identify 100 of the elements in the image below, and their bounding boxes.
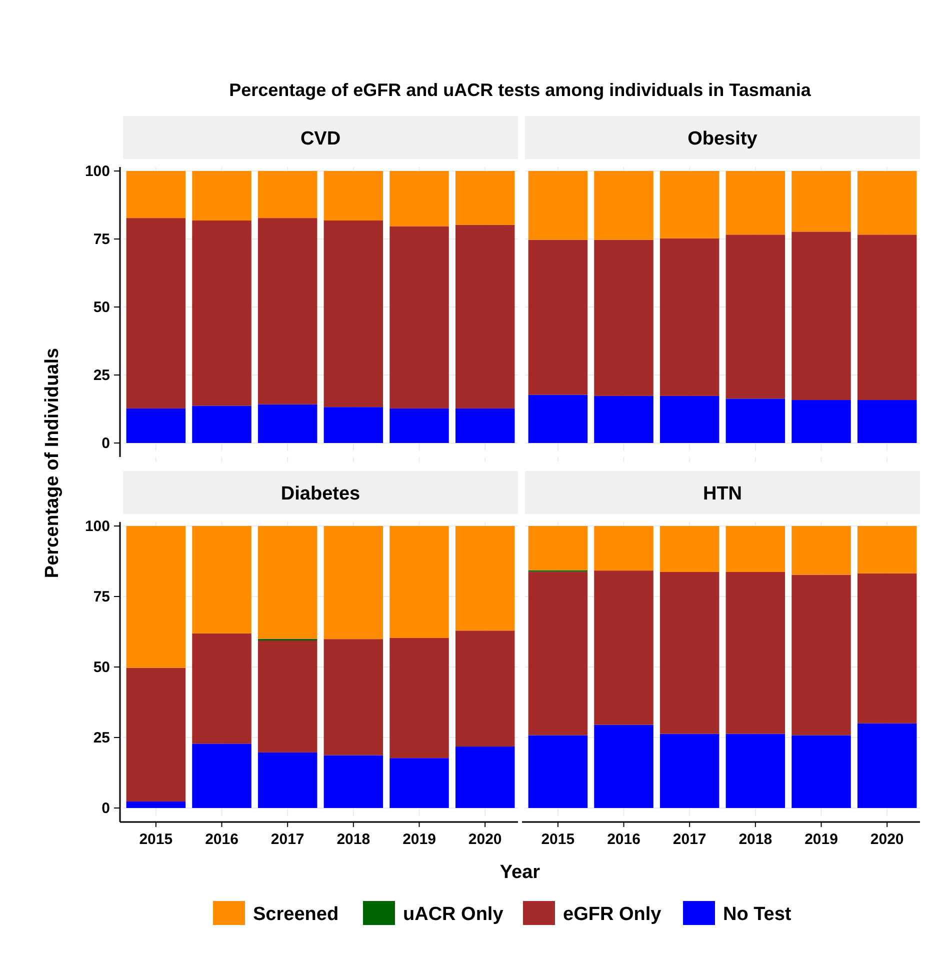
bar	[857, 526, 917, 574]
bar	[726, 398, 786, 443]
bar	[660, 734, 720, 808]
legend-label: eGFR Only	[563, 904, 662, 925]
bar	[390, 526, 449, 638]
bar	[390, 758, 449, 808]
bar	[126, 526, 186, 668]
y-tick-label: 0	[102, 800, 110, 817]
bar	[126, 408, 186, 443]
bar	[594, 171, 654, 240]
x-tick-label: 2020	[870, 831, 904, 848]
bar	[455, 408, 515, 443]
bar	[594, 240, 654, 396]
x-axis-title: Year	[500, 862, 541, 883]
x-tick-label: 2017	[672, 831, 706, 848]
bar	[792, 400, 851, 443]
bar	[455, 526, 515, 631]
bar	[258, 752, 318, 808]
y-tick-label: 100	[84, 163, 110, 180]
legend-label: Screened	[253, 904, 339, 925]
bar	[726, 171, 786, 235]
chart-title: HTN	[702, 484, 742, 504]
bar	[324, 407, 384, 443]
bar	[528, 735, 588, 808]
bar	[857, 171, 917, 235]
bar	[192, 744, 252, 808]
y-tick-label: 50	[93, 659, 110, 676]
bar	[528, 526, 588, 570]
bar	[390, 171, 449, 226]
chart-title: Obesity	[688, 128, 758, 150]
bar	[258, 171, 318, 218]
bar	[324, 755, 384, 808]
y-tick-label: 50	[93, 299, 110, 316]
bar	[792, 232, 851, 400]
bar	[726, 572, 786, 734]
bar	[324, 171, 384, 221]
bar	[528, 572, 588, 736]
bar	[594, 724, 654, 808]
bar	[857, 234, 917, 400]
y-tick-label: 75	[93, 231, 110, 248]
bar	[857, 723, 917, 808]
bar	[324, 639, 384, 756]
y-axis-title: Percentage of Individuals	[42, 348, 63, 578]
y-tick-label: 25	[93, 367, 110, 384]
bar	[455, 171, 515, 225]
bar	[792, 574, 851, 736]
x-tick-label: 2019	[804, 831, 838, 848]
bar	[594, 570, 654, 725]
bar	[258, 640, 318, 752]
bar	[528, 240, 588, 395]
bar	[660, 171, 720, 238]
bar	[192, 406, 252, 443]
bar	[594, 396, 654, 443]
bar	[455, 630, 515, 747]
bar	[192, 171, 252, 221]
chart-title: CVD	[300, 128, 341, 150]
y-tick-label: 100	[84, 518, 110, 535]
bar	[390, 408, 449, 443]
bar	[726, 526, 786, 572]
bar	[857, 573, 917, 724]
bar	[192, 526, 252, 634]
bar	[126, 668, 186, 802]
x-tick-label: 2015	[541, 831, 575, 848]
bar	[660, 396, 720, 443]
x-tick-label: 2020	[468, 831, 502, 848]
bar	[455, 224, 515, 408]
bar	[258, 218, 318, 404]
x-tick-label: 2018	[336, 831, 370, 848]
bar	[455, 746, 515, 808]
x-tick-label: 2017	[270, 831, 304, 848]
x-tick-label: 2018	[738, 831, 772, 848]
bar	[126, 802, 186, 808]
y-tick-label: 75	[93, 588, 110, 606]
y-tick-label: 25	[93, 730, 110, 746]
text: Percentage of eGFR and uACR tests among individuals in Tasmania	[229, 80, 812, 100]
bar	[792, 526, 851, 575]
bar	[792, 735, 851, 808]
bar	[660, 238, 720, 396]
chart-title: Diabetes	[280, 484, 360, 504]
x-tick-label: 2019	[402, 831, 436, 848]
bar	[390, 226, 449, 408]
x-tick-label: 2016	[205, 831, 238, 848]
bar	[857, 400, 917, 443]
bar	[126, 171, 186, 218]
bar	[324, 526, 384, 640]
bar	[390, 638, 449, 758]
legend-label: uACR Only	[403, 904, 504, 925]
bar	[258, 526, 318, 639]
bar	[726, 734, 786, 808]
bar	[126, 218, 186, 408]
bar	[660, 572, 720, 734]
y-tick-label: 0	[102, 435, 110, 452]
bar	[528, 394, 588, 443]
bar	[192, 633, 252, 744]
bar	[324, 220, 384, 408]
bar	[594, 526, 654, 571]
bar	[660, 526, 720, 572]
bar	[792, 171, 851, 232]
bar	[258, 404, 318, 443]
bar	[192, 220, 252, 406]
